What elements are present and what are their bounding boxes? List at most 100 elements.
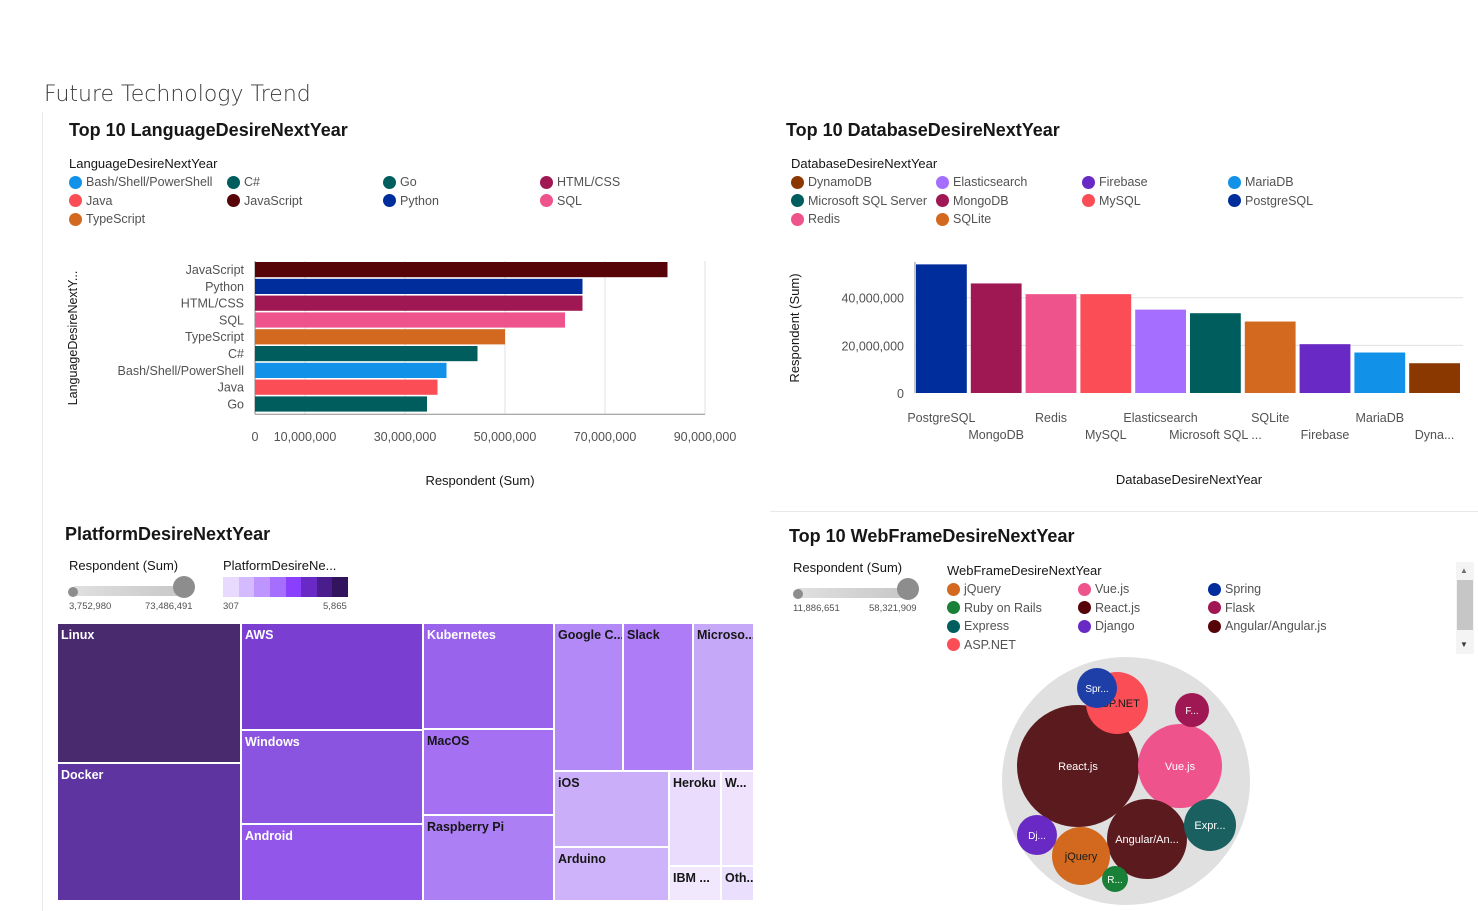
webframe-bubble-label: jQuery bbox=[1064, 851, 1098, 863]
language-legend-swatch bbox=[227, 194, 240, 207]
platform-cell-ios[interactable]: iOS bbox=[554, 771, 669, 847]
webframe-legend-swatch bbox=[947, 601, 960, 614]
webframe-legend-item-react-js[interactable]: React.js bbox=[1078, 601, 1140, 615]
language-bar-python[interactable] bbox=[255, 278, 583, 294]
language-legend-label: TypeScript bbox=[86, 212, 146, 226]
webframe-legend-scrollbar[interactable]: ▲ ▼ bbox=[1456, 562, 1474, 654]
language-x-axis-label: Respondent (Sum) bbox=[425, 473, 534, 488]
webframe-bubble-react-js[interactable] bbox=[1017, 705, 1139, 827]
platform-cell-w[interactable]: W... bbox=[721, 771, 754, 866]
webframe-legend-item-django[interactable]: Django bbox=[1078, 619, 1135, 633]
database-legend-item-sqlite[interactable]: SQLite bbox=[936, 212, 991, 226]
webframe-bubble-expr[interactable] bbox=[1184, 799, 1236, 851]
webframe-bubble-spr[interactable] bbox=[1077, 668, 1117, 708]
webframe-bubble-jquery[interactable] bbox=[1052, 827, 1110, 885]
webframe-bubble-r[interactable] bbox=[1102, 866, 1128, 892]
database-bar-dyna[interactable] bbox=[1409, 363, 1460, 393]
platform-cell-heroku[interactable]: Heroku bbox=[669, 771, 721, 866]
platform-cell-kubernetes[interactable]: Kubernetes bbox=[423, 623, 554, 729]
language-bar-sql[interactable] bbox=[255, 312, 565, 328]
platform-size-max-handle[interactable] bbox=[173, 576, 195, 598]
platform-cell-arduino[interactable]: Arduino bbox=[554, 847, 669, 901]
platform-cell-google-c[interactable]: Google C... bbox=[554, 623, 623, 771]
scroll-thumb[interactable] bbox=[1457, 580, 1473, 630]
platform-cell-microso[interactable]: Microso... bbox=[693, 623, 754, 771]
database-legend-item-microsoft-sql-server[interactable]: Microsoft SQL Server bbox=[791, 194, 927, 208]
platform-cell-windows[interactable]: Windows bbox=[241, 730, 423, 824]
platform-cell-aws[interactable]: AWS bbox=[241, 623, 423, 730]
language-bar-chart[interactable]: 0 10,000,000 30,000,000 50,000,000 70,000,00… bbox=[60, 250, 760, 500]
language-legend-item-bash-shell-powershell[interactable]: Bash/Shell/PowerShell bbox=[69, 175, 212, 189]
language-legend-item-html-css[interactable]: HTML/CSS bbox=[540, 175, 620, 189]
webframe-legend-item-angular-angular-js[interactable]: Angular/Angular.js bbox=[1208, 619, 1326, 633]
language-legend-item-typescript[interactable]: TypeScript bbox=[69, 212, 145, 226]
language-legend-item-c[interactable]: C# bbox=[227, 175, 260, 189]
platform-treemap[interactable]: Linux Docker AWS Windows Android Kubernetes Ma… bbox=[57, 623, 754, 901]
language-legend-item-java[interactable]: Java bbox=[69, 194, 112, 208]
platform-color-scale-step bbox=[301, 577, 317, 597]
database-legend-item-dynamodb[interactable]: DynamoDB bbox=[791, 175, 872, 189]
database-bar-microsoft-sql[interactable] bbox=[1190, 313, 1241, 393]
webframe-bubble-dj[interactable] bbox=[1017, 815, 1057, 855]
webframe-bubble-vue-js[interactable] bbox=[1138, 724, 1222, 808]
language-bar-java[interactable] bbox=[255, 379, 438, 395]
language-bar-bash-shell-powershell[interactable] bbox=[255, 362, 447, 378]
database-bar-mariadb[interactable] bbox=[1354, 352, 1406, 393]
webframe-bubble-angular-an[interactable] bbox=[1107, 799, 1187, 879]
platform-cell-raspberry-pi[interactable]: Raspberry Pi bbox=[423, 815, 554, 901]
webframe-legend-item-express[interactable]: Express bbox=[947, 619, 1009, 633]
database-legend-item-postgresql[interactable]: PostgreSQL bbox=[1228, 194, 1313, 208]
database-bar-mysql[interactable] bbox=[1080, 294, 1132, 393]
platform-cell-android[interactable]: Android bbox=[241, 824, 423, 901]
database-bar-mongodb[interactable] bbox=[970, 283, 1022, 393]
language-legend-item-sql[interactable]: SQL bbox=[540, 194, 582, 208]
language-bar-typescript[interactable] bbox=[255, 329, 505, 345]
database-legend-item-mariadb[interactable]: MariaDB bbox=[1228, 175, 1294, 189]
scroll-up-icon[interactable]: ▲ bbox=[1460, 566, 1468, 575]
language-legend-item-python[interactable]: Python bbox=[383, 194, 439, 208]
database-x-tick-label: Redis bbox=[1035, 411, 1067, 425]
platform-cell-macos[interactable]: MacOS bbox=[423, 729, 554, 815]
database-bar-sqlite[interactable] bbox=[1244, 321, 1296, 393]
webframe-bubble-chart[interactable]: React.js Vue.jsAngular/An...ASP.NETjQuery… bbox=[990, 650, 1260, 911]
language-legend-item-go[interactable]: Go bbox=[383, 175, 417, 189]
webframe-legend-item-jquery[interactable]: jQuery bbox=[947, 582, 1001, 596]
platform-size-min-handle[interactable] bbox=[68, 587, 78, 597]
language-bar-go[interactable] bbox=[255, 396, 427, 412]
database-bar-elasticsearch[interactable] bbox=[1135, 309, 1186, 393]
platform-cell-oth[interactable]: Oth... bbox=[721, 866, 754, 901]
webframe-size-slider[interactable] bbox=[795, 588, 915, 598]
database-bar-chart[interactable]: 0 20,000,000 40,000,000 PostgreSQL MongoDB Re… bbox=[780, 250, 1478, 495]
platform-cell-linux[interactable]: Linux bbox=[57, 623, 241, 763]
language-legend-swatch bbox=[227, 175, 240, 189]
database-legend-item-elasticsearch[interactable]: Elasticsearch bbox=[936, 175, 1027, 189]
platform-cell-ibm[interactable]: IBM ... bbox=[669, 866, 721, 901]
platform-color-legend-title: PlatformDesireNe... bbox=[223, 558, 337, 573]
platform-size-slider[interactable] bbox=[71, 586, 191, 596]
scroll-down-icon[interactable]: ▼ bbox=[1460, 640, 1468, 649]
webframe-bubble-f[interactable] bbox=[1175, 693, 1209, 727]
database-legend-item-redis[interactable]: Redis bbox=[791, 212, 840, 226]
webframe-size-min-handle[interactable] bbox=[793, 589, 803, 599]
webframe-size-max-handle[interactable] bbox=[897, 578, 919, 600]
language-bar-html-css[interactable] bbox=[255, 295, 583, 311]
database-legend-item-firebase[interactable]: Firebase bbox=[1082, 175, 1148, 189]
webframe-legend-item-asp-net[interactable]: ASP.NET bbox=[947, 638, 1016, 652]
language-x-tick-label: 50,000,000 bbox=[474, 430, 537, 444]
database-legend-item-mongodb[interactable]: MongoDB bbox=[936, 194, 1009, 208]
webframe-legend-item-ruby-on-rails[interactable]: Ruby on Rails bbox=[947, 601, 1042, 615]
platform-cell-docker[interactable]: Docker bbox=[57, 763, 241, 901]
webframe-legend-item-spring[interactable]: Spring bbox=[1208, 582, 1261, 596]
database-bar-firebase[interactable] bbox=[1299, 344, 1351, 393]
language-bar-javascript[interactable] bbox=[255, 262, 668, 278]
platform-cell-slack[interactable]: Slack bbox=[623, 623, 693, 771]
platform-color-scale-step bbox=[238, 577, 255, 597]
database-bar-postgresql[interactable] bbox=[916, 264, 967, 393]
language-bar-c[interactable] bbox=[255, 346, 478, 362]
database-bar-redis[interactable] bbox=[1025, 294, 1077, 393]
language-legend-item-javascript[interactable]: JavaScript bbox=[227, 194, 302, 208]
database-y-tick-label: 0 bbox=[897, 387, 904, 401]
webframe-legend-item-flask[interactable]: Flask bbox=[1208, 601, 1255, 615]
database-legend-item-mysql[interactable]: MySQL bbox=[1082, 194, 1141, 208]
webframe-legend-item-vue-js[interactable]: Vue.js bbox=[1078, 582, 1129, 596]
